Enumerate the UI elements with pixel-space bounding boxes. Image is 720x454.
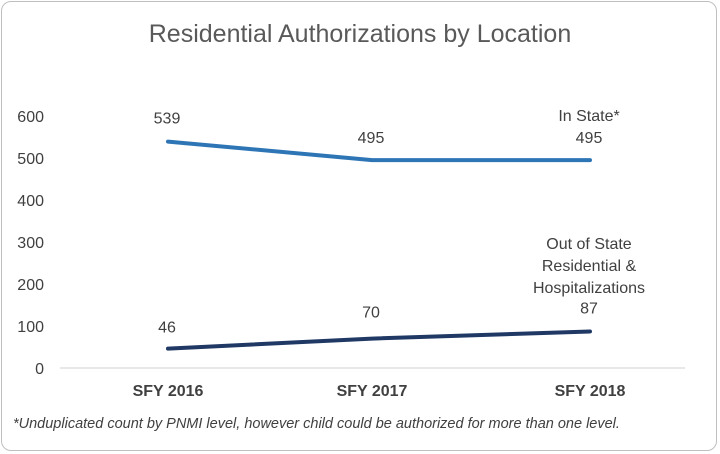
y-tick-label: 500 — [17, 151, 44, 168]
y-tick-label: 100 — [17, 319, 44, 336]
y-tick-label: 300 — [17, 235, 44, 252]
y-tick-label: 600 — [17, 109, 44, 126]
x-tick-label: SFY 2018 — [555, 383, 626, 400]
x-axis: SFY 2016 SFY 2017 SFY 2018 — [60, 367, 685, 400]
series-label-line: Residential & — [542, 258, 637, 275]
data-label: 539 — [154, 111, 181, 128]
data-label: 46 — [158, 320, 176, 337]
data-label: 70 — [362, 305, 380, 322]
data-label: 87 — [580, 300, 598, 317]
series-label-line: Hospitalizations — [533, 280, 645, 297]
footnote: *Unduplicated count by PNMI level, howev… — [13, 416, 620, 432]
series-line — [166, 139, 592, 163]
series-group: 539 495 495 46 70 87 In State* Out of State Resi… — [154, 108, 645, 351]
data-label: 495 — [576, 130, 603, 147]
x-tick-label: SFY 2016 — [133, 383, 204, 400]
y-axis: 0 100 200 300 400 500 600 — [17, 109, 44, 378]
series-label-line: Out of State — [546, 236, 631, 253]
series-label-in-state: In State* — [558, 108, 619, 125]
chart-title: Residential Authorizations by Location — [149, 20, 572, 48]
y-tick-label: 0 — [35, 361, 44, 378]
series-label-out-of-state: Out of State Residential & Hospitalization… — [533, 236, 645, 297]
x-tick-label: SFY 2017 — [337, 383, 408, 400]
y-tick-label: 200 — [17, 277, 44, 294]
y-tick-label: 400 — [17, 193, 44, 210]
series-line — [166, 329, 592, 351]
data-label: 495 — [358, 130, 385, 147]
